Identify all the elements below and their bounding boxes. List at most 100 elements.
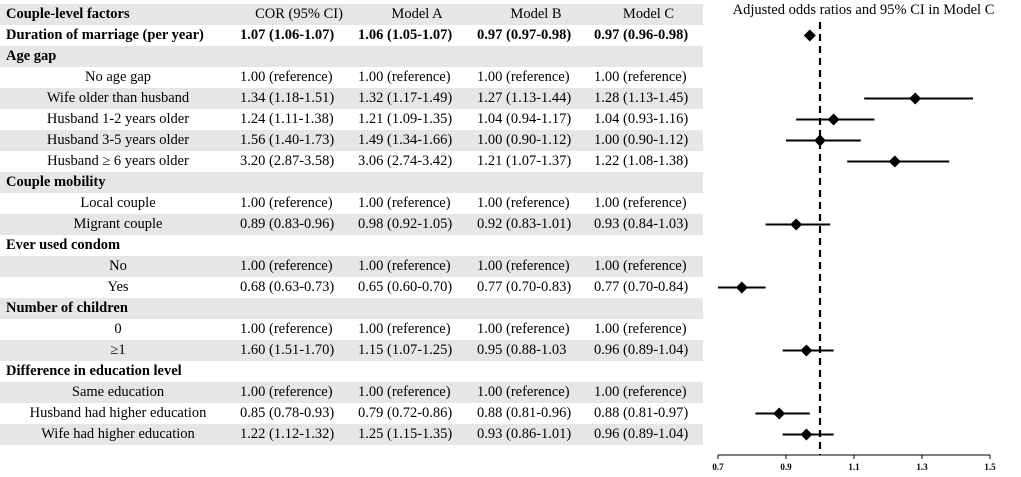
cell-model-c: 1.22 (1.08-1.38) [594, 153, 689, 169]
cell-model-b: 1.00 (reference) [477, 195, 570, 211]
row-label: 0 [114, 321, 122, 337]
header-factor: Couple-level factors [6, 6, 130, 22]
row-label: Husband 1-2 years older [46, 111, 190, 127]
row-label: Wife had higher education [41, 426, 195, 442]
header-model-c: Model C [622, 6, 675, 22]
cell-model-a: 0.65 (0.60-0.70) [358, 279, 453, 295]
cell-model-c: 1.04 (0.93-1.16) [594, 111, 689, 127]
cell-model-a: 1.00 (reference) [358, 258, 451, 274]
odds-ratio-point [827, 113, 840, 126]
table-row: No age gap 1.00 (reference) 1.00 (referenc… [0, 67, 703, 88]
cell-model-b: 0.88 (0.81-0.96) [477, 405, 572, 421]
cell-cor: 0.89 (0.83-0.96) [240, 216, 335, 232]
row-label: Husband 3-5 years older [46, 132, 190, 148]
table-row: Wife older than husband 1.34 (1.18-1.51) 1… [0, 88, 703, 109]
cell-model-c: 1.00 (reference) [594, 384, 687, 400]
row-label: Local couple [80, 195, 156, 211]
cell-model-c: 1.00 (0.90-1.12) [594, 132, 689, 148]
row-label: Same education [71, 384, 165, 400]
table-section-row: Couple mobility [0, 172, 703, 193]
cell-model-b: 0.93 (0.86-1.01) [477, 426, 572, 442]
cell-model-b: 1.21 (1.07-1.37) [477, 153, 572, 169]
cell-model-c: 0.77 (0.70-0.84) [594, 279, 689, 295]
cell-model-a: 1.49 (1.34-1.66) [358, 132, 453, 148]
cell-model-a: 1.15 (1.07-1.25) [358, 342, 453, 358]
cell-model-b: 0.97 (0.97-0.98) [477, 27, 572, 43]
table-row: ≥1 1.60 (1.51-1.70) 1.15 (1.07-1.25) 0.95 (… [0, 340, 703, 361]
forest-plot-title: Adjusted odds ratios and 95% CI in Model… [732, 2, 995, 18]
cell-model-c: 0.96 (0.89-1.04) [594, 426, 689, 442]
odds-ratio-point [773, 407, 786, 420]
table-row: Husband 1-2 years older 1.24 (1.11-1.38) 1… [0, 109, 703, 130]
row-label: Yes [107, 279, 129, 295]
table-section-row: Difference in education level [0, 361, 703, 382]
row-label: Age gap [6, 48, 57, 64]
odds-ratio-point [800, 428, 813, 441]
cell-model-b: 0.95 (0.88-1.03 [477, 342, 567, 358]
odds-ratio-point [803, 29, 816, 42]
row-label: Number of children [6, 300, 128, 316]
cell-model-a: 1.32 (1.17-1.49) [358, 90, 453, 106]
table-section-row: Number of children [0, 298, 703, 319]
cell-model-c: 0.97 (0.96-0.98) [594, 27, 689, 43]
row-label: ≥1 [110, 342, 126, 358]
cell-model-b: 1.00 (reference) [477, 258, 570, 274]
row-label: Couple mobility [6, 174, 106, 190]
cell-model-c: 0.93 (0.84-1.03) [594, 216, 689, 232]
row-label: Ever used condom [6, 237, 121, 253]
cell-cor: 1.24 (1.11-1.38) [240, 111, 334, 127]
cell-cor: 1.00 (reference) [240, 195, 333, 211]
cell-model-c: 1.00 (reference) [594, 69, 687, 85]
table-row: Migrant couple 0.89 (0.83-0.96) 0.98 (0.92… [0, 214, 703, 235]
cell-model-b: 0.77 (0.70-0.83) [477, 279, 572, 295]
row-label: Husband had higher education [29, 405, 207, 421]
cell-cor: 1.00 (reference) [240, 384, 333, 400]
row-label: Duration of marriage (per year) [6, 27, 204, 43]
header-cor: COR (95% CI) [255, 6, 343, 22]
cell-model-b: 0.92 (0.83-1.01) [477, 216, 572, 232]
cell-model-b: 1.00 (0.90-1.12) [477, 132, 572, 148]
cell-model-a: 1.00 (reference) [358, 384, 451, 400]
table-row: Yes 0.68 (0.63-0.73) 0.65 (0.60-0.70) 0.77 … [0, 277, 703, 298]
cell-cor: 1.56 (1.40-1.73) [240, 132, 335, 148]
odds-ratio-point [735, 281, 748, 294]
odds-ratio-point [800, 344, 813, 357]
cell-model-a: 1.21 (1.09-1.35) [358, 111, 453, 127]
table-row: No 1.00 (reference) 1.00 (reference) 1.00 (… [0, 256, 703, 277]
table-row: Husband 3-5 years older 1.56 (1.40-1.73) 1… [0, 130, 703, 151]
x-tick-label: 1.5 [984, 462, 996, 472]
cell-model-a: 3.06 (2.74-3.42) [358, 153, 453, 169]
table-row: Husband ≥ 6 years older 3.20 (2.87-3.58) 3… [0, 151, 703, 172]
row-label: Husband ≥ 6 years older [47, 153, 189, 169]
cell-model-b: 1.00 (reference) [477, 384, 570, 400]
cell-model-a: 1.06 (1.05-1.07) [358, 27, 453, 43]
row-label: No [109, 258, 127, 274]
cell-cor: 0.85 (0.78-0.93) [240, 405, 335, 421]
cell-model-c: 1.28 (1.13-1.45) [594, 90, 689, 106]
x-tick-label: 1.1 [848, 462, 860, 472]
cell-model-a: 1.25 (1.15-1.35) [358, 426, 453, 442]
cell-model-c: 1.00 (reference) [594, 258, 687, 274]
table-row: 0 1.00 (reference) 1.00 (reference) 1.00 (r… [0, 319, 703, 340]
cell-cor: 0.68 (0.63-0.73) [240, 279, 335, 295]
cell-cor: 1.22 (1.12-1.32) [240, 426, 335, 442]
cell-model-c: 1.00 (reference) [594, 195, 687, 211]
cell-model-a: 1.00 (reference) [358, 195, 451, 211]
table-row: Local couple 1.00 (reference) 1.00 (refere… [0, 193, 703, 214]
x-tick-label: 1.3 [916, 462, 928, 472]
cell-model-a: 0.98 (0.92-1.05) [358, 216, 453, 232]
cell-model-c: 0.96 (0.89-1.04) [594, 342, 689, 358]
row-label: Wife older than husband [46, 90, 190, 106]
header-model-b: Model B [510, 6, 562, 22]
table-header-row: Couple-level factors COR (95% CI) Model … [0, 4, 703, 25]
cell-model-c: 0.88 (0.81-0.97) [594, 405, 689, 421]
cell-model-a: 1.00 (reference) [358, 69, 451, 85]
cell-model-a: 0.79 (0.72-0.86) [358, 405, 453, 421]
cell-cor: 1.00 (reference) [240, 69, 333, 85]
cell-cor: 3.20 (2.87-3.58) [240, 153, 335, 169]
header-model-a: Model A [391, 6, 443, 22]
cell-model-b: 1.00 (reference) [477, 321, 570, 337]
row-label: No age gap [84, 69, 152, 85]
odds-ratio-point [909, 92, 922, 105]
